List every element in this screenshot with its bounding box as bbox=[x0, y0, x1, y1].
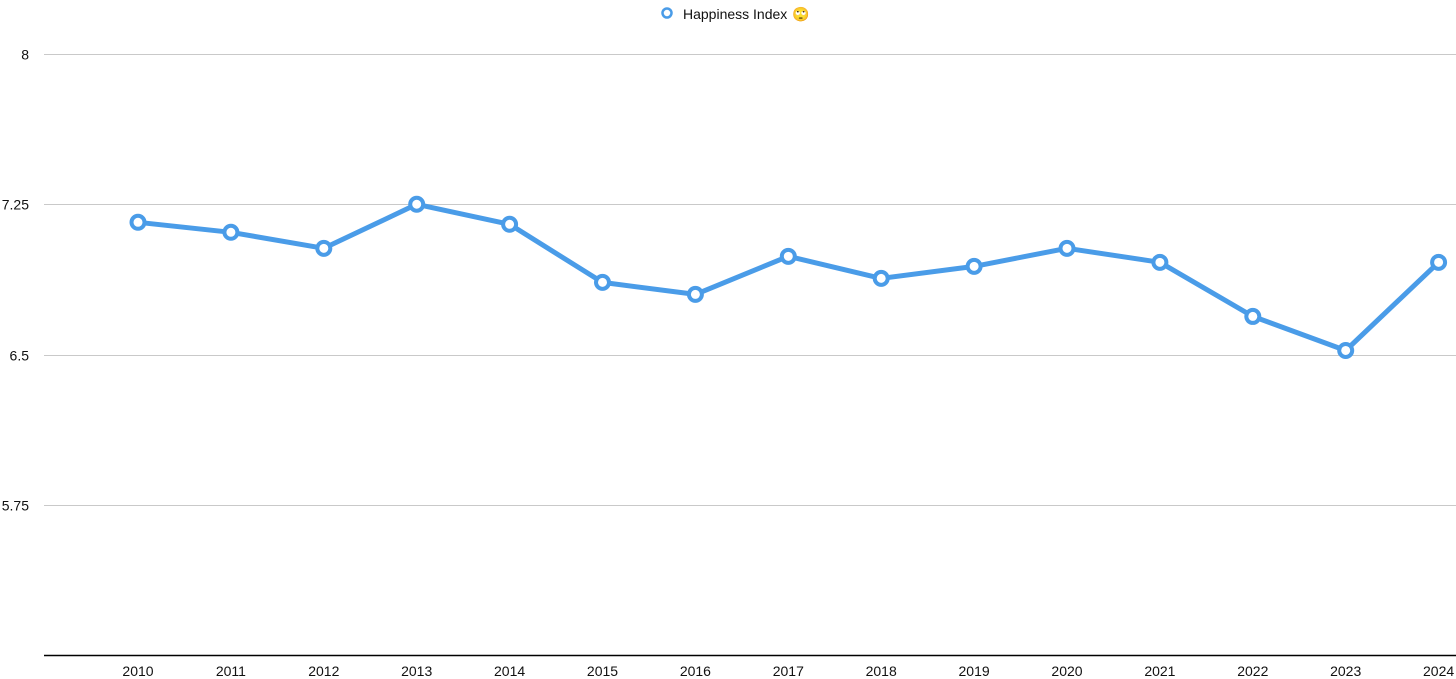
x-tick-label: 2020 bbox=[1051, 663, 1082, 679]
data-point bbox=[501, 215, 519, 233]
x-axis-ticks: 2010 2011 2012 2013 2014 2015 2016 2017 2018 2019… bbox=[122, 663, 1454, 679]
x-tick-label: 2016 bbox=[680, 663, 711, 679]
x-tick-label: 2013 bbox=[401, 663, 432, 679]
y-tick-label: 5.75 bbox=[2, 498, 29, 514]
data-point bbox=[594, 273, 611, 291]
y-tick-label: 8 bbox=[21, 47, 29, 63]
data-point bbox=[686, 285, 704, 303]
y-axis-ticks: 8 7.25 6.5 5.75 bbox=[2, 47, 29, 514]
legend: Happiness Index 🙄 bbox=[661, 6, 810, 22]
x-tick-label: 2015 bbox=[587, 663, 618, 679]
legend-marker-icon bbox=[661, 7, 673, 19]
x-tick-label: 2024 bbox=[1423, 663, 1454, 679]
data-point bbox=[1430, 253, 1448, 271]
x-tick-label: 2010 bbox=[122, 663, 153, 679]
data-point bbox=[222, 223, 240, 241]
x-tick-label: 2017 bbox=[773, 663, 804, 679]
x-tick-label: 2018 bbox=[866, 663, 897, 679]
data-point bbox=[408, 195, 426, 213]
data-point bbox=[315, 239, 333, 257]
legend-emoji: 🙄 bbox=[792, 6, 809, 22]
data-point bbox=[965, 257, 983, 275]
x-tick-label: 2019 bbox=[959, 663, 990, 679]
series-group bbox=[129, 195, 1448, 359]
data-point bbox=[1244, 307, 1262, 325]
data-point bbox=[129, 213, 147, 231]
y-tick-label: 6.5 bbox=[10, 348, 30, 364]
x-tick-label: 2012 bbox=[308, 663, 339, 679]
x-tick-label: 2022 bbox=[1237, 663, 1268, 679]
x-tick-label: 2021 bbox=[1144, 663, 1175, 679]
legend-label: Happiness Index 🙄 bbox=[683, 6, 810, 22]
y-tick-label: 7.25 bbox=[2, 197, 29, 213]
gridlines bbox=[44, 54, 1456, 506]
data-point bbox=[1151, 253, 1169, 271]
x-tick-label: 2011 bbox=[216, 663, 246, 679]
data-point bbox=[872, 269, 890, 287]
x-tick-label: 2014 bbox=[494, 663, 525, 679]
x-tick-label: 2023 bbox=[1330, 663, 1361, 679]
series-line bbox=[135, 201, 1442, 353]
data-point bbox=[1058, 239, 1076, 257]
data-point bbox=[779, 247, 797, 265]
data-point bbox=[1337, 341, 1355, 359]
